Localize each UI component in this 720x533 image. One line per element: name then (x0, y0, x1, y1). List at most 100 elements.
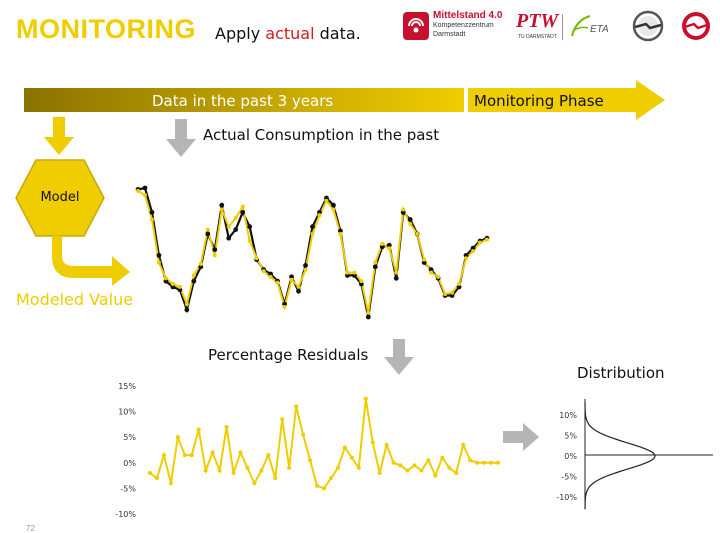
residual-data-point (377, 471, 382, 476)
modeled-data-point (163, 276, 168, 281)
vauxhall-logo-icon (682, 12, 710, 40)
residual-data-point (294, 404, 299, 409)
modeled-data-point (338, 231, 343, 236)
page-subtitle: Apply actual data. (215, 24, 361, 43)
residual-chart: 15% 10% 5% 0% -5% -10% (115, 382, 500, 519)
residual-data-point (342, 445, 347, 450)
modeled-data-point (387, 246, 392, 251)
modeled-data-point (443, 292, 448, 297)
logo-divider (562, 14, 563, 40)
mittelstand-line3: Darmstadt (433, 31, 466, 38)
actual-data-point (386, 242, 392, 248)
percentage-residuals-label: Percentage Residuals (208, 346, 369, 364)
actual-data-point (470, 245, 476, 251)
actual-data-point (351, 273, 357, 278)
modeled-data-point (219, 207, 224, 212)
residual-data-point (447, 465, 452, 470)
residual-data-point (489, 460, 494, 465)
distribution-y-tick: 5% (564, 432, 577, 441)
gray-down-arrow-icon (166, 119, 196, 157)
ptw-logo-text: PTW (516, 10, 559, 32)
modeled-data-point (359, 279, 364, 284)
residual-data-point (168, 481, 173, 486)
eta-logo: ETA (570, 10, 620, 42)
residual-data-point (259, 468, 264, 473)
model-label: Model (40, 190, 80, 205)
residual-data-point (196, 427, 201, 432)
mittelstand-badge-icon (403, 12, 429, 40)
past-data-bar (24, 88, 464, 112)
actual-data-point (233, 227, 239, 232)
residual-data-point (231, 471, 236, 476)
residual-data-point (412, 463, 417, 468)
actual-data-point (247, 224, 253, 230)
residual-data-point (335, 465, 340, 470)
subtitle-accent: actual (265, 24, 315, 43)
model-hexagon (15, 159, 105, 237)
modeled-data-point (436, 274, 441, 279)
modeled-data-point (380, 241, 385, 246)
modeled-data-point (275, 280, 280, 285)
modeled-data-point (296, 284, 301, 289)
residual-data-point (189, 453, 194, 458)
distribution-label: Distribution (577, 364, 665, 382)
modeled-data-point (191, 273, 196, 278)
gray-right-arrow-icon (503, 423, 539, 451)
residual-y-tick: 0% (123, 459, 136, 468)
modeled-data-point (457, 282, 462, 287)
modeled-data-point (345, 270, 350, 275)
residual-data-point (454, 471, 459, 476)
residual-data-point (245, 465, 250, 470)
modeled-data-point (142, 193, 147, 198)
residual-data-point (252, 481, 257, 486)
mittelstand-logo: Mittelstand 4.0 Kompetenzzentrum Darmsta… (403, 10, 511, 42)
modeled-data-point (136, 188, 140, 193)
residual-y-tick: 5% (123, 433, 136, 442)
actual-data-point (393, 275, 399, 281)
actual-data-point (338, 228, 343, 234)
modeled-data-point (282, 304, 287, 309)
actual-data-point (324, 195, 329, 201)
residual-data-point (238, 450, 243, 455)
actual-data-point (372, 264, 378, 270)
modeled-data-point (317, 213, 322, 218)
past-data-label: Data in the past 3 years (152, 92, 334, 110)
modeled-data-point (156, 260, 161, 265)
residual-data-point (384, 442, 389, 447)
residual-data-point (203, 468, 208, 473)
actual-data-point (177, 287, 183, 293)
actual-data-point (303, 263, 308, 268)
residual-y-tick: -5% (120, 484, 136, 493)
modeled-data-point (366, 310, 371, 315)
residual-data-point (161, 453, 166, 458)
residual-data-point (482, 460, 487, 465)
actual-data-point (282, 301, 287, 307)
modeled-data-point (289, 277, 294, 282)
modeled-data-point (177, 284, 182, 289)
modeled-data-point (450, 290, 455, 295)
actual-data-point (463, 252, 469, 258)
residual-series-line (149, 398, 498, 490)
actual-data-point (149, 209, 155, 215)
modeled-data-point (226, 224, 231, 229)
distribution-chart: 10% 5% 0% -5% -10% (556, 399, 713, 510)
modeled-data-point (268, 274, 273, 279)
actual-data-point (345, 273, 350, 278)
mittelstand-line1: Mittelstand 4.0 (433, 10, 503, 21)
actual-data-point (407, 217, 413, 222)
residual-data-point (468, 458, 473, 463)
eta-leaf-icon (571, 15, 591, 37)
distribution-y-tick: 10% (559, 411, 577, 420)
actual-data-point (170, 284, 176, 290)
residual-data-point (496, 460, 500, 465)
residual-y-tick: -10% (115, 510, 136, 519)
residual-data-point (182, 453, 187, 458)
residual-data-point (433, 473, 438, 478)
actual-data-point (205, 231, 211, 237)
residual-data-point (426, 458, 431, 463)
residual-data-point (391, 460, 396, 465)
residual-data-point (308, 458, 313, 463)
modeled-data-point (408, 221, 413, 226)
ptw-logo-sub: TU DARMSTADT (518, 34, 557, 40)
modeled-data-point (149, 217, 154, 222)
